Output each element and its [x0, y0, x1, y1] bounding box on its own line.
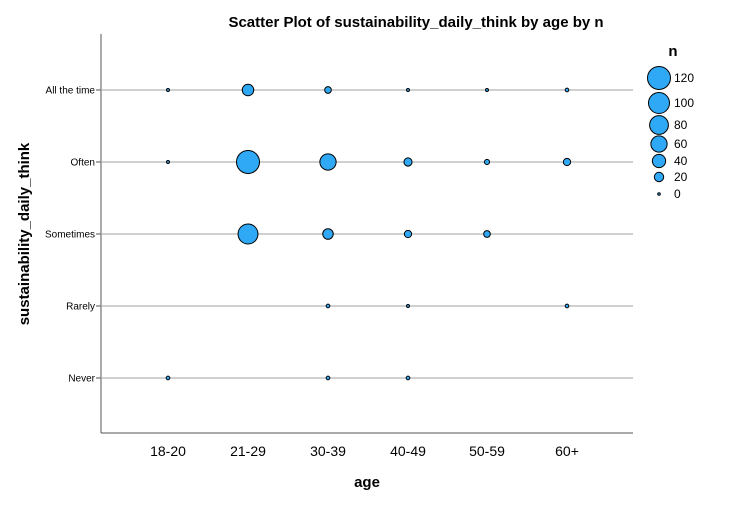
data-point: [406, 304, 410, 308]
y-tick-label: Rarely: [66, 302, 95, 313]
x-tick-labels: 18-20 21-29 30-39 40-49 50-59 60+: [150, 443, 579, 459]
legend-label: 0: [674, 187, 681, 201]
data-point: [236, 150, 260, 174]
legend-marker: [647, 66, 671, 90]
x-tick-label: 21-29: [230, 443, 266, 459]
legend-label: 80: [674, 118, 688, 132]
data-point: [166, 88, 170, 92]
data-point: [324, 86, 332, 94]
y-tick-label: Often: [71, 158, 95, 169]
size-legend: n 120 100 80 60 40 20 0: [647, 43, 694, 201]
data-points: [165, 83, 572, 381]
legend-label: 120: [674, 71, 694, 85]
data-point: [405, 375, 411, 381]
legend-label: 40: [674, 154, 688, 168]
legend-marker: [648, 92, 670, 114]
legend-label: 60: [674, 137, 688, 151]
x-tick-label: 60+: [555, 443, 579, 459]
legend-marker: [649, 115, 669, 135]
y-axis-title: sustainability_daily_think: [16, 142, 33, 325]
data-point: [564, 87, 570, 93]
data-point: [325, 303, 331, 309]
data-point: [325, 375, 331, 381]
chart-title: Scatter Plot of sustainability_daily_thi…: [228, 14, 603, 31]
legend-marker: [650, 135, 668, 153]
y-tick-label: All the time: [46, 86, 96, 97]
data-point: [241, 83, 255, 97]
x-axis-title: age: [354, 474, 380, 491]
y-tick-label: Sometimes: [45, 230, 95, 241]
legend-label: 100: [674, 96, 694, 110]
x-tick-label: 30-39: [310, 443, 346, 459]
data-point: [562, 157, 572, 167]
y-tick-label: Never: [68, 374, 95, 385]
data-point: [322, 228, 334, 240]
data-point: [166, 160, 170, 164]
y-tick-labels: Never Rarely Sometimes Often All the time: [45, 86, 101, 385]
legend-title: n: [668, 43, 677, 60]
data-point: [483, 158, 491, 166]
legend-marker: [653, 171, 665, 183]
data-point: [319, 153, 337, 171]
data-point: [165, 375, 171, 381]
x-tick-label: 18-20: [150, 443, 186, 459]
x-tick-label: 40-49: [390, 443, 426, 459]
legend-marker: [651, 153, 667, 169]
gridlines: [101, 89, 633, 379]
data-point: [403, 229, 413, 239]
data-point: [483, 230, 491, 238]
data-point: [485, 88, 489, 92]
data-point: [564, 303, 570, 309]
data-point: [403, 157, 413, 167]
data-point: [237, 223, 259, 245]
data-point: [406, 88, 410, 92]
x-tick-label: 50-59: [469, 443, 505, 459]
legend-label: 20: [674, 170, 688, 184]
legend-marker: [657, 192, 661, 196]
